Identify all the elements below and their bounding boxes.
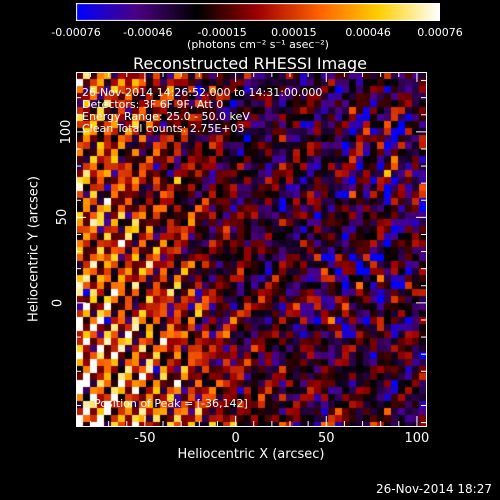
peak-position-annotation: Position of Peak = [-36,142] [94,397,248,410]
heatmap-plot-area: 26-Nov-2014 14:26:52.000 to 14:31:00.000… [76,72,426,426]
colorbar-tick-label: -0.00015 [197,26,247,39]
x-axis-label: Heliocentric X (arcsec) [177,447,325,462]
colorbar-tick-label: -0.00046 [123,26,173,39]
x-tick-label: 100 [404,431,430,446]
colorbar-units-label: (photons cm⁻² s⁻¹ asec⁻²) [187,38,329,51]
plot-timestamp: 26-Nov-2014 18:27 [376,482,492,496]
colorbar-tick-label: 0.00015 [271,26,317,39]
colorbar-gradient [76,3,440,21]
x-tick-label: 50 [317,431,335,446]
clean-counts-annotation: Clean Total counts: 2.75E+03 [82,122,245,135]
y-tick-label: 100 [58,119,74,145]
x-tick-label: 0 [231,431,240,446]
colorbar [76,3,440,21]
colorbar-tick-label: -0.00076 [51,26,101,39]
chart-title: Reconstructed RHESSI Image [133,54,367,73]
colorbar-tick-label: 0.00076 [417,26,463,39]
y-tick-label: 50 [54,209,70,226]
colorbar-tick-label: 0.00046 [345,26,391,39]
y-tick-label: 0 [50,298,66,307]
y-axis-label: Heliocentric Y (arcsec) [26,176,42,322]
x-tick-label: -50 [134,431,156,446]
